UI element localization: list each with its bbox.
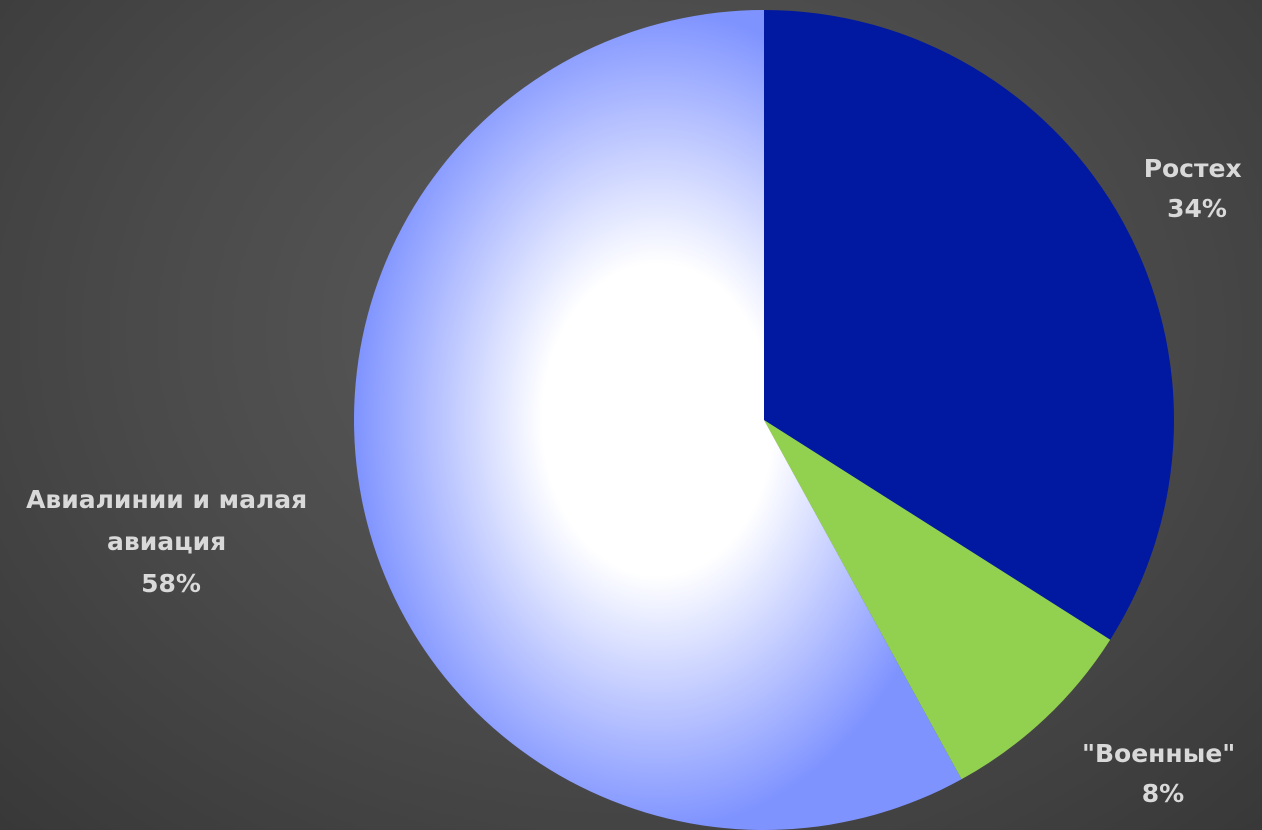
slice-label-military-percent: 8% — [1142, 779, 1184, 808]
slice-label-military-name: "Военные" — [1082, 739, 1235, 768]
slice-label-rostec: Ростех 34% — [1144, 154, 1251, 223]
slice-label-military: "Военные" 8% — [1082, 739, 1244, 808]
slice-label-rostec-name: Ростех — [1144, 154, 1242, 183]
slice-label-airlines-name-line1: Авиалинии и малая — [26, 485, 307, 514]
pie-slices — [354, 10, 1174, 830]
pie-labels: Ростех 34% "Военные" 8% Авиалинии и мала… — [26, 154, 1251, 808]
slice-label-airlines: Авиалинии и малая авиация 58% — [26, 485, 316, 598]
slice-airlines — [354, 10, 962, 830]
slice-military — [764, 420, 1111, 780]
slice-label-airlines-percent: 58% — [141, 569, 201, 598]
slice-label-rostec-percent: 34% — [1167, 194, 1227, 223]
slice-label-airlines-name-line2: авиация — [107, 527, 226, 556]
slice-rostec — [764, 10, 1174, 640]
